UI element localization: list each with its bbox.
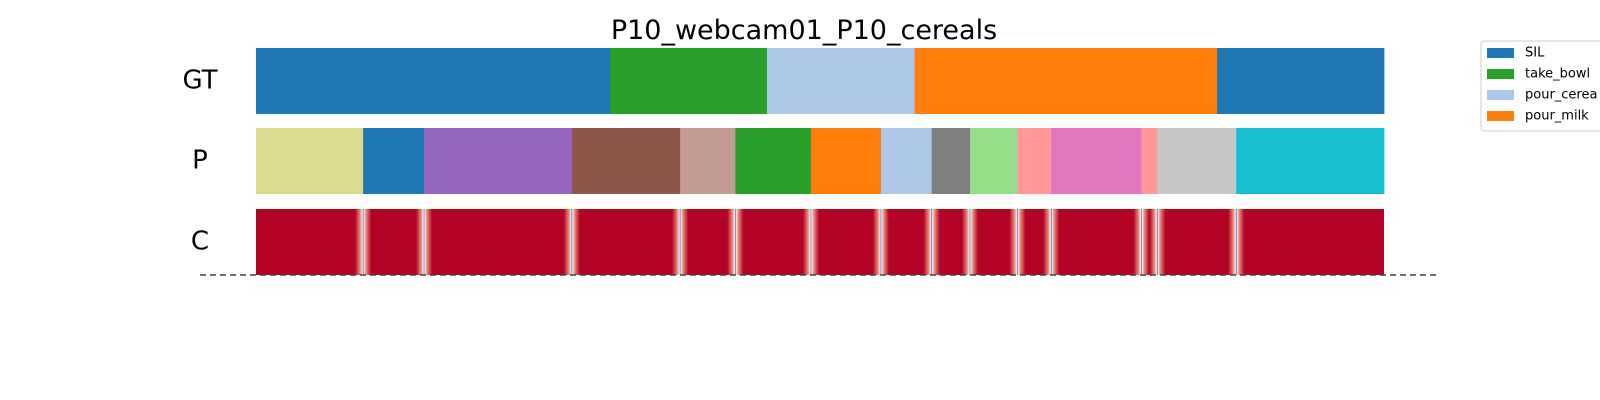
row-p: P — [192, 128, 1385, 194]
segment-gt-4 — [1217, 48, 1385, 114]
legend-label-3: pour_milk — [1525, 109, 1589, 124]
segment-p-4 — [680, 128, 736, 194]
segment-p-14 — [1236, 128, 1385, 194]
segment-p-8 — [931, 128, 971, 194]
legend-swatch-3 — [1487, 111, 1514, 121]
segment-p-9 — [970, 128, 1018, 194]
legend-swatch-0 — [1487, 48, 1514, 58]
confidence-strip — [256, 209, 1384, 275]
segment-p-12 — [1141, 128, 1158, 194]
legend-swatch-2 — [1487, 90, 1514, 100]
segment-p-0 — [256, 128, 364, 194]
row-label-p: P — [192, 146, 208, 176]
legend-label-1: take_bowl — [1525, 67, 1590, 82]
segment-p-3 — [571, 128, 681, 194]
legend-label-0: SIL — [1525, 46, 1545, 61]
chart-title: P10_webcam01_P10_cereals — [611, 15, 997, 46]
segment-p-5 — [735, 128, 812, 194]
timeline-rows: GT P C — [182, 48, 1385, 275]
segment-p-2 — [424, 128, 573, 194]
segment-p-6 — [810, 128, 882, 194]
row-c: C — [191, 209, 1384, 275]
segment-p-7 — [880, 128, 933, 194]
legend-swatch-1 — [1487, 69, 1514, 79]
segment-gt-3 — [914, 48, 1218, 114]
legend: SIL take_bowl pour_cerea pour_milk — [1480, 40, 1600, 132]
row-label-c: C — [191, 227, 209, 257]
segment-gt-0 — [256, 48, 611, 114]
segment-p-1 — [363, 128, 425, 194]
row-gt: GT — [182, 48, 1385, 114]
segment-p-10 — [1017, 128, 1052, 194]
segment-p-13 — [1157, 128, 1237, 194]
segment-gt-2 — [766, 48, 916, 114]
legend-frame — [1480, 40, 1600, 132]
segment-gt-1 — [610, 48, 768, 114]
row-label-gt: GT — [182, 66, 217, 96]
segment-p-11 — [1051, 128, 1142, 194]
legend-label-2: pour_cerea — [1525, 88, 1597, 103]
